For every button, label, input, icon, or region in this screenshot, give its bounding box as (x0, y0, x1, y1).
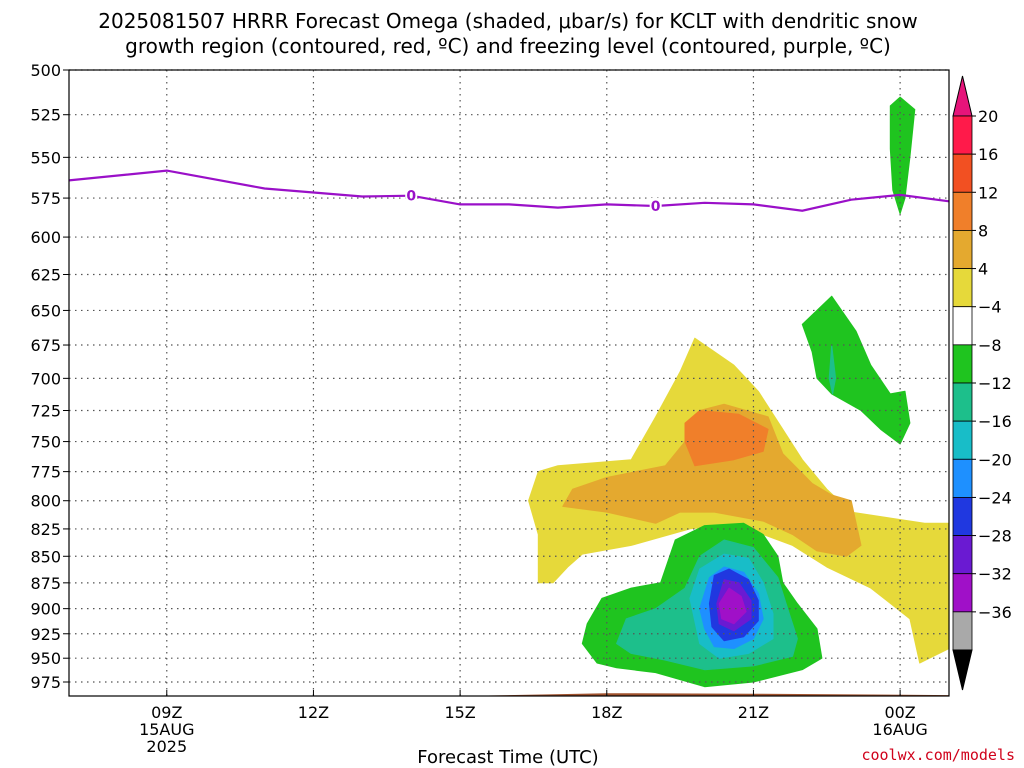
x-tick-label: 21Z (738, 703, 769, 722)
y-tick-label: 675 (30, 336, 61, 355)
x-tick-label: 12Z (298, 703, 329, 722)
freezing-level-contour: 00 (68, 169, 950, 215)
ground-fill (69, 693, 949, 696)
y-tick-label: 700 (30, 369, 61, 388)
y-tick-label: 750 (30, 433, 61, 452)
x-tick-label: 18Z (591, 703, 622, 722)
x-axis-label: Forecast Time (UTC) (417, 747, 598, 768)
omega-region-10 (801, 295, 911, 445)
y-tick-label: 925 (30, 625, 61, 644)
y-tick-label: 825 (30, 520, 61, 539)
colorbar: 20 16 12 8 4 −4 −8 −12 −16 −20 −24 −28 −32 −36 (952, 75, 1012, 691)
y-tick-label: 800 (30, 492, 61, 511)
colorbar-label: −12 (978, 374, 1012, 393)
x-tick-label: 00Z (884, 703, 915, 722)
colorbar-label: −36 (978, 603, 1012, 622)
x-tick-label: 15Z (444, 703, 475, 722)
y-tick-label: 525 (30, 106, 61, 125)
grid-lines (69, 69, 949, 696)
chart-title-line2: growth region (contoured, red, ºC) and f… (125, 34, 891, 58)
colorbar-top-arrow (952, 75, 973, 117)
colorbar-label: −24 (978, 488, 1012, 507)
x-tick-label: 2025 (146, 737, 187, 756)
y-tick-label: 900 (30, 600, 61, 619)
y-tick-label: 725 (30, 402, 61, 421)
colorbar-label: 20 (978, 107, 998, 126)
omega-region-1 (562, 403, 862, 557)
y-tick-label: 950 (30, 649, 61, 668)
y-tick-label: 975 (30, 673, 61, 692)
freezing-level-label: 0 (406, 189, 416, 205)
colorbar-swatch (952, 573, 973, 613)
omega-region-2 (684, 410, 769, 467)
y-tick-label: 875 (30, 574, 61, 593)
omega-region-12 (889, 96, 916, 215)
y-tick-label: 625 (30, 265, 61, 284)
y-tick-label: 575 (30, 189, 61, 208)
colorbar-swatch (952, 268, 973, 308)
colorbar-label: 16 (978, 145, 998, 164)
ground-surface (69, 693, 949, 696)
omega-shaded-regions (528, 96, 950, 688)
y-axis-ticks: 500 525 550 575 600 625 650 675 700 725 750 775 800 8… (30, 61, 69, 692)
colorbar-swatch (952, 497, 973, 536)
colorbar-label: −16 (978, 412, 1012, 431)
colorbar-label: −28 (978, 527, 1012, 546)
colorbar-bottom-arrow (952, 649, 973, 691)
y-tick-label: 500 (30, 61, 61, 80)
x-tick-label: 16AUG (872, 720, 927, 739)
colorbar-swatch (952, 344, 973, 384)
freezing-level-label: 0 (651, 199, 661, 215)
plot-frame (68, 69, 950, 697)
colorbar-label: 12 (978, 183, 998, 202)
colorbar-label: −8 (978, 336, 1002, 355)
y-tick-label: 850 (30, 547, 61, 566)
colorbar-swatch (952, 306, 973, 346)
colorbar-label: −4 (978, 298, 1002, 317)
colorbar-swatch (952, 115, 973, 155)
colorbar-swatch (952, 382, 973, 422)
colorbar-label: 4 (978, 260, 988, 279)
y-tick-label: 600 (30, 228, 61, 247)
freezing-level-line (68, 169, 950, 212)
x-tick-label: 15AUG (139, 720, 194, 739)
colorbar-swatch (952, 420, 973, 460)
colorbar-swatch (952, 153, 973, 193)
omega-region-9 (718, 587, 747, 625)
contour-label-bg (649, 198, 662, 215)
x-tick-label: 09Z (151, 703, 182, 722)
y-tick-label: 775 (30, 463, 61, 482)
omega-region-11 (828, 344, 837, 395)
y-tick-label: 650 (30, 301, 61, 320)
colorbar-swatch (952, 535, 973, 575)
credit-text: coolwx.com/models (861, 746, 1015, 764)
chart-title-line1: 2025081507 HRRR Forecast Omega (shaded, … (98, 9, 917, 33)
colorbar-swatch (952, 191, 973, 231)
colorbar-swatch (952, 230, 973, 269)
y-tick-label: 550 (30, 148, 61, 167)
colorbar-label: −20 (978, 450, 1012, 469)
colorbar-swatch (952, 611, 973, 651)
colorbar-label: −32 (978, 565, 1012, 584)
colorbar-swatch (952, 458, 973, 498)
contour-label-bg (405, 187, 418, 204)
colorbar-label: 8 (978, 221, 988, 240)
